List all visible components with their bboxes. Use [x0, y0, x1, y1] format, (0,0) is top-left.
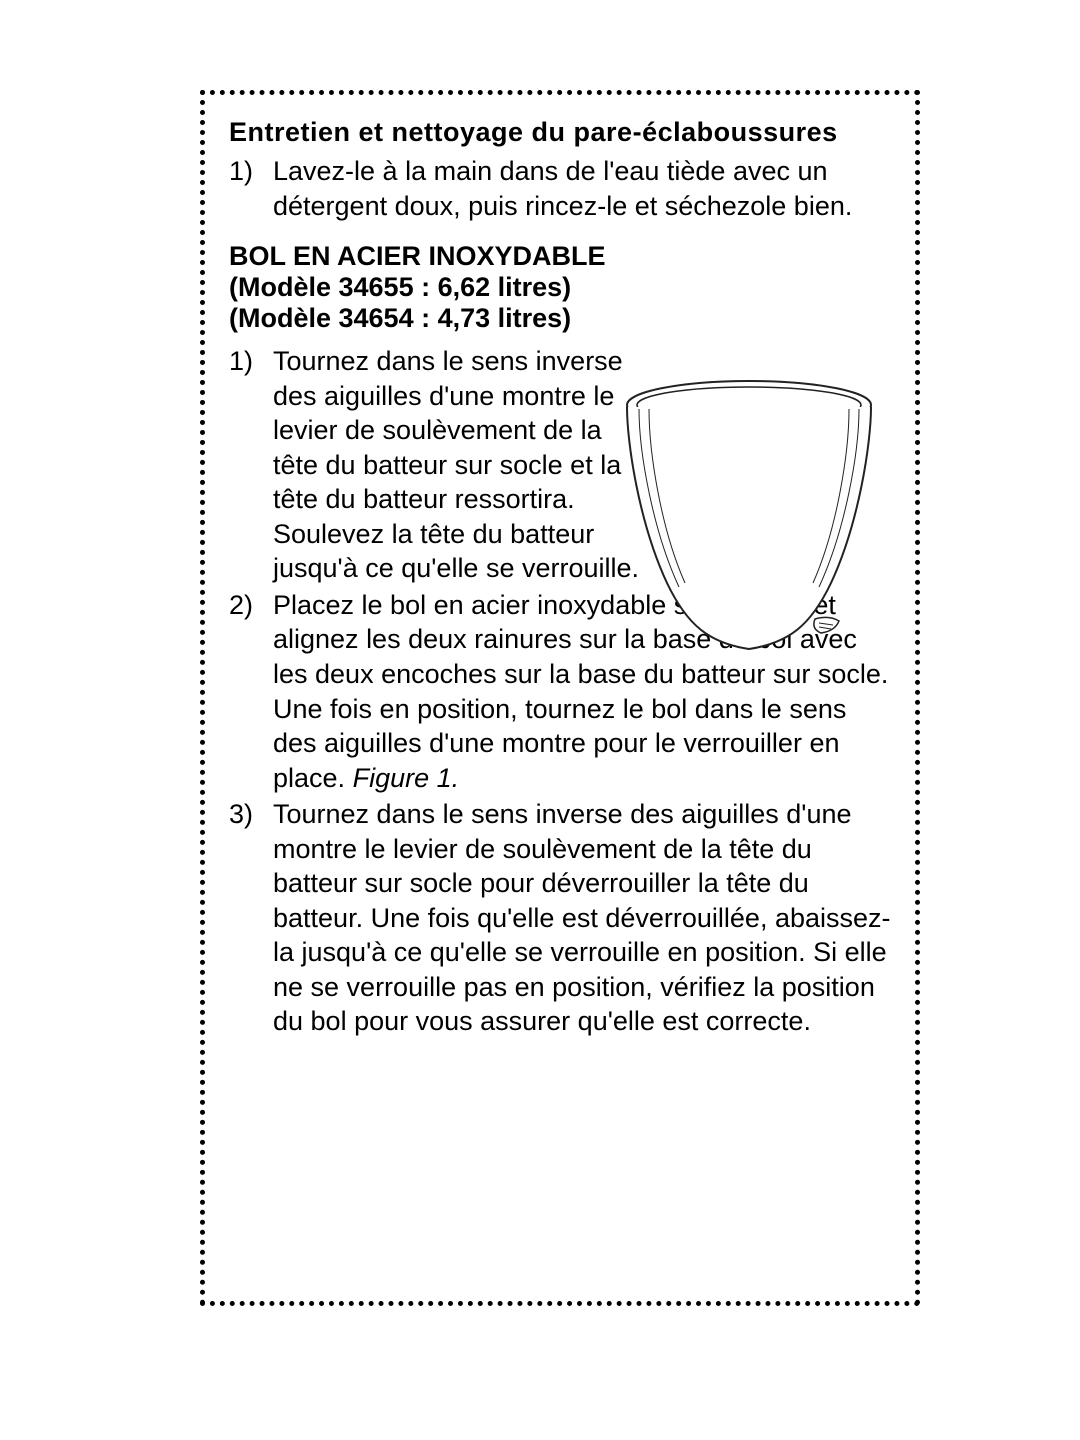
page: Entretien et nettoyage du pare-éclabouss… [0, 0, 1080, 1440]
section1-list: 1) Lavez-le à la main dans de l'eau tièd… [229, 154, 891, 223]
figure-reference: Figure 1. [353, 763, 460, 793]
item-number: 2) [229, 588, 273, 623]
bowl-icon [609, 373, 889, 673]
item-number: 1) [229, 344, 273, 379]
item-text: Lavez-le à la main dans de l'eau tiède a… [273, 154, 891, 223]
item-text: Tournez dans le sens inverse des aiguill… [273, 344, 643, 586]
list-item: 1) Lavez-le à la main dans de l'eau tièd… [229, 154, 891, 223]
section2-subtitle-2: (Modèle 34654 : 4,73 litres) [229, 303, 891, 334]
section1-title: Entretien et nettoyage du pare-éclabouss… [229, 117, 891, 148]
section2-subtitle-1: (Modèle 34655 : 6,62 litres) [229, 272, 891, 303]
item-number: 1) [229, 154, 273, 189]
list-item: 3) Tournez dans le sens inverse des aigu… [229, 797, 891, 1039]
section2-title: BOL EN ACIER INOXYDABLE [229, 241, 891, 272]
content-panel: Entretien et nettoyage du pare-éclabouss… [200, 90, 920, 1306]
bowl-illustration [609, 373, 889, 673]
item-text: Tournez dans le sens inverse des aiguill… [273, 797, 891, 1039]
item-number: 3) [229, 797, 273, 832]
